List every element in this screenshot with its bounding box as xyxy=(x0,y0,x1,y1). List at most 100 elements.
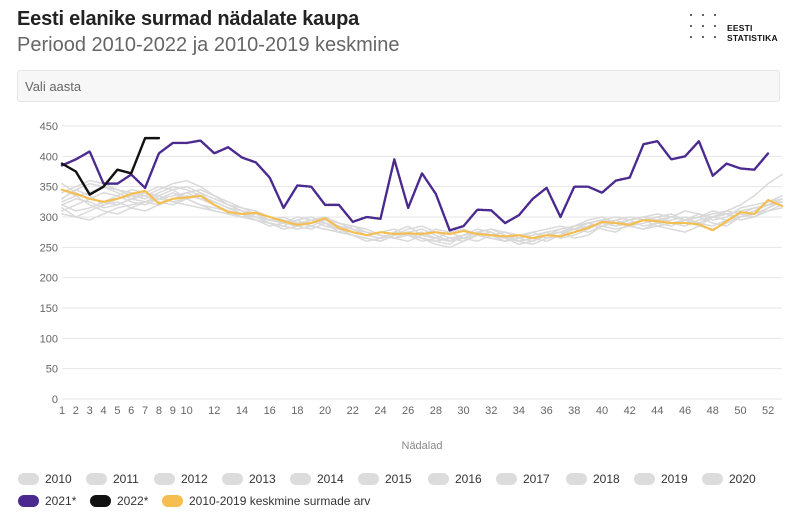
legend-label: 2012 xyxy=(181,472,208,486)
x-tick-label: 7 xyxy=(142,405,148,417)
chart-legend: 2010 2011 2012 2013 2014 2015 2016 2017 2018 2019… xyxy=(18,470,788,514)
x-tick-label: 5 xyxy=(114,405,120,417)
legend-label: 2021* xyxy=(45,494,77,508)
legend-item[interactable]: 2012 xyxy=(154,470,208,488)
y-tick-label: 350 xyxy=(40,182,58,194)
x-tick-label: 32 xyxy=(485,405,497,417)
legend-label: 2013 xyxy=(249,472,276,486)
y-tick-label: 0 xyxy=(52,394,58,406)
x-tick-label: 22 xyxy=(347,405,359,417)
series-line-2022 xyxy=(60,136,161,196)
x-tick-label: 52 xyxy=(762,405,774,417)
x-tick-label: 36 xyxy=(540,405,552,417)
legend-swatch-icon xyxy=(86,473,107,485)
legend-item[interactable]: 2017 xyxy=(496,470,550,488)
logo-text-line2: STATISTIKA xyxy=(727,33,778,43)
legend-label: 2020 xyxy=(729,472,756,486)
y-tick-label: 400 xyxy=(40,151,58,163)
x-tick-label: 30 xyxy=(457,405,469,417)
y-tick-label: 250 xyxy=(40,242,58,254)
chart-title: Eesti elanike surmad nädalate kaupa xyxy=(17,8,360,30)
legend-item[interactable]: 2022* xyxy=(90,492,148,510)
legend-item[interactable]: 2018 xyxy=(566,470,620,488)
legend-item[interactable]: 2010 xyxy=(18,470,72,488)
legend-item[interactable]: 2021* xyxy=(18,492,76,510)
legend-item[interactable]: 2013 xyxy=(222,470,276,488)
legend-swatch-icon xyxy=(428,473,449,485)
legend-label: 2010-2019 keskmine surmade arv xyxy=(189,494,371,508)
x-tick-label: 18 xyxy=(291,405,303,417)
legend-swatch-icon xyxy=(290,473,311,485)
y-tick-label: 100 xyxy=(40,333,58,345)
y-tick-label: 50 xyxy=(46,364,58,376)
y-tick-label: 450 xyxy=(40,121,58,133)
legend-label: 2018 xyxy=(593,472,620,486)
series-line-2020 xyxy=(61,173,783,243)
chart-subtitle: Periood 2010-2022 ja 2010-2019 keskmine xyxy=(17,34,400,56)
legend-swatch-icon xyxy=(358,473,379,485)
x-tick-label: 40 xyxy=(596,405,608,417)
series-line-2021 xyxy=(60,139,770,232)
legend-item[interactable]: 2015 xyxy=(358,470,412,488)
legend-label: 2010 xyxy=(45,472,72,486)
series-line-2016 xyxy=(61,185,783,243)
legend-swatch-icon xyxy=(18,495,39,507)
legend-swatch-icon xyxy=(18,473,39,485)
series-line-2013 xyxy=(61,182,783,243)
x-tick-label: 8 xyxy=(156,405,162,417)
legend-swatch-icon xyxy=(566,473,587,485)
legend-label: 2014 xyxy=(317,472,344,486)
legend-swatch-icon xyxy=(154,473,175,485)
x-tick-label: 48 xyxy=(707,405,719,417)
series-line-average xyxy=(60,188,784,240)
legend-row: 2021* 2022* 2010-2019 keskmine surmade arv xyxy=(18,492,788,514)
series-line-2012 xyxy=(61,179,783,243)
legend-swatch-icon xyxy=(222,473,243,485)
x-tick-label: 1 xyxy=(59,405,65,417)
legend-item[interactable]: 2020 xyxy=(702,470,756,488)
x-tick-label: 16 xyxy=(264,405,276,417)
legend-row: 2010 2011 2012 2013 2014 2015 2016 2017 2018 2019… xyxy=(18,470,788,492)
x-tick-label: 12 xyxy=(208,405,220,417)
legend-swatch-icon xyxy=(162,495,183,507)
legend-label: 2015 xyxy=(385,472,412,486)
x-tick-label: 2 xyxy=(73,405,79,417)
x-tick-label: 14 xyxy=(236,405,248,417)
legend-label: 2016 xyxy=(455,472,482,486)
x-tick-label: 38 xyxy=(568,405,580,417)
x-tick-label: 20 xyxy=(319,405,331,417)
legend-item[interactable]: 2019 xyxy=(634,470,688,488)
x-tick-label: 10 xyxy=(180,405,192,417)
x-tick-label: 28 xyxy=(430,405,442,417)
legend-label: 2017 xyxy=(523,472,550,486)
series-line-2019 xyxy=(61,194,783,243)
eesti-statistika-logo: EESTI STATISTIKA xyxy=(690,12,790,48)
x-tick-label: 44 xyxy=(651,405,663,417)
x-tick-label: 4 xyxy=(100,405,106,417)
y-tick-label: 200 xyxy=(40,273,58,285)
x-axis-label: Nädalad xyxy=(402,440,443,452)
x-tick-label: 6 xyxy=(128,405,134,417)
x-tick-label: 9 xyxy=(170,405,176,417)
legend-swatch-icon xyxy=(90,495,111,507)
logo-dots-icon xyxy=(690,12,730,48)
year-select-placeholder: Vali aasta xyxy=(25,79,82,94)
legend-label: 2022* xyxy=(117,494,149,508)
logo-text-line1: EESTI xyxy=(727,23,753,33)
legend-item[interactable]: 2011 xyxy=(86,470,139,488)
legend-swatch-icon xyxy=(702,473,723,485)
legend-item[interactable]: 2014 xyxy=(290,470,344,488)
legend-swatch-icon xyxy=(634,473,655,485)
x-tick-label: 46 xyxy=(679,405,691,417)
x-tick-label: 50 xyxy=(734,405,746,417)
x-tick-label: 26 xyxy=(402,405,414,417)
x-tick-label: 34 xyxy=(513,405,525,417)
x-tick-label: 42 xyxy=(624,405,636,417)
legend-label: 2019 xyxy=(661,472,688,486)
legend-label: 2011 xyxy=(113,472,139,486)
legend-item[interactable]: 2016 xyxy=(428,470,482,488)
legend-item[interactable]: 2010-2019 keskmine surmade arv xyxy=(162,492,370,510)
year-select[interactable]: Vali aasta xyxy=(17,70,780,102)
x-tick-label: 3 xyxy=(87,405,93,417)
